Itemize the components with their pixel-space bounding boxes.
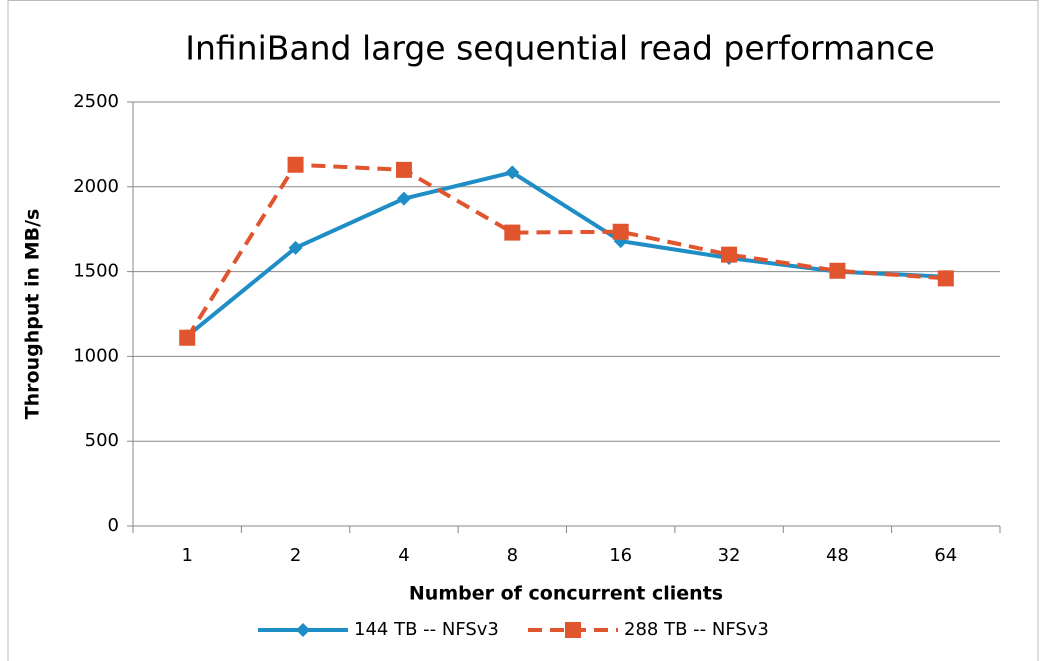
chart-title: InfiniBand large sequential read perform… — [185, 29, 935, 68]
y-tick-label: 2000 — [73, 176, 119, 197]
legend-marker — [296, 623, 310, 637]
legend-marker — [565, 622, 581, 638]
x-tick-label: 2 — [290, 545, 301, 566]
x-tick-label: 16 — [609, 545, 632, 566]
marker — [288, 240, 303, 255]
y-tick-label: 1500 — [73, 261, 119, 282]
marker — [396, 191, 411, 206]
marker — [395, 161, 412, 178]
x-tick-label: 8 — [507, 545, 518, 566]
legend-label: 144 TB -- NFSv3 — [354, 619, 499, 640]
chart-border — [7, 0, 1039, 661]
x-tick-label: 48 — [826, 545, 849, 566]
marker — [612, 223, 629, 240]
x-tick-label: 1 — [181, 545, 192, 566]
series-line — [185, 162, 946, 339]
y-tick-label: 0 — [108, 515, 119, 536]
y-tick-label: 500 — [85, 430, 119, 451]
marker — [287, 156, 304, 173]
marker — [505, 165, 520, 180]
legend-label: 288 TB -- NFSv3 — [624, 619, 769, 640]
series-line — [185, 170, 946, 338]
marker — [937, 270, 954, 287]
x-tick-label: 64 — [934, 545, 957, 566]
y-axis-label: Throughput in MB/s — [22, 209, 44, 420]
marker — [721, 246, 738, 263]
y-tick-label: 1000 — [73, 345, 119, 366]
marker — [829, 262, 846, 279]
x-tick-label: 4 — [398, 545, 409, 566]
marker — [504, 224, 521, 241]
y-tick-label: 2500 — [73, 91, 119, 112]
x-tick-label: 32 — [718, 545, 741, 566]
x-axis-label: Number of concurrent clients — [409, 583, 723, 605]
marker — [179, 329, 196, 346]
